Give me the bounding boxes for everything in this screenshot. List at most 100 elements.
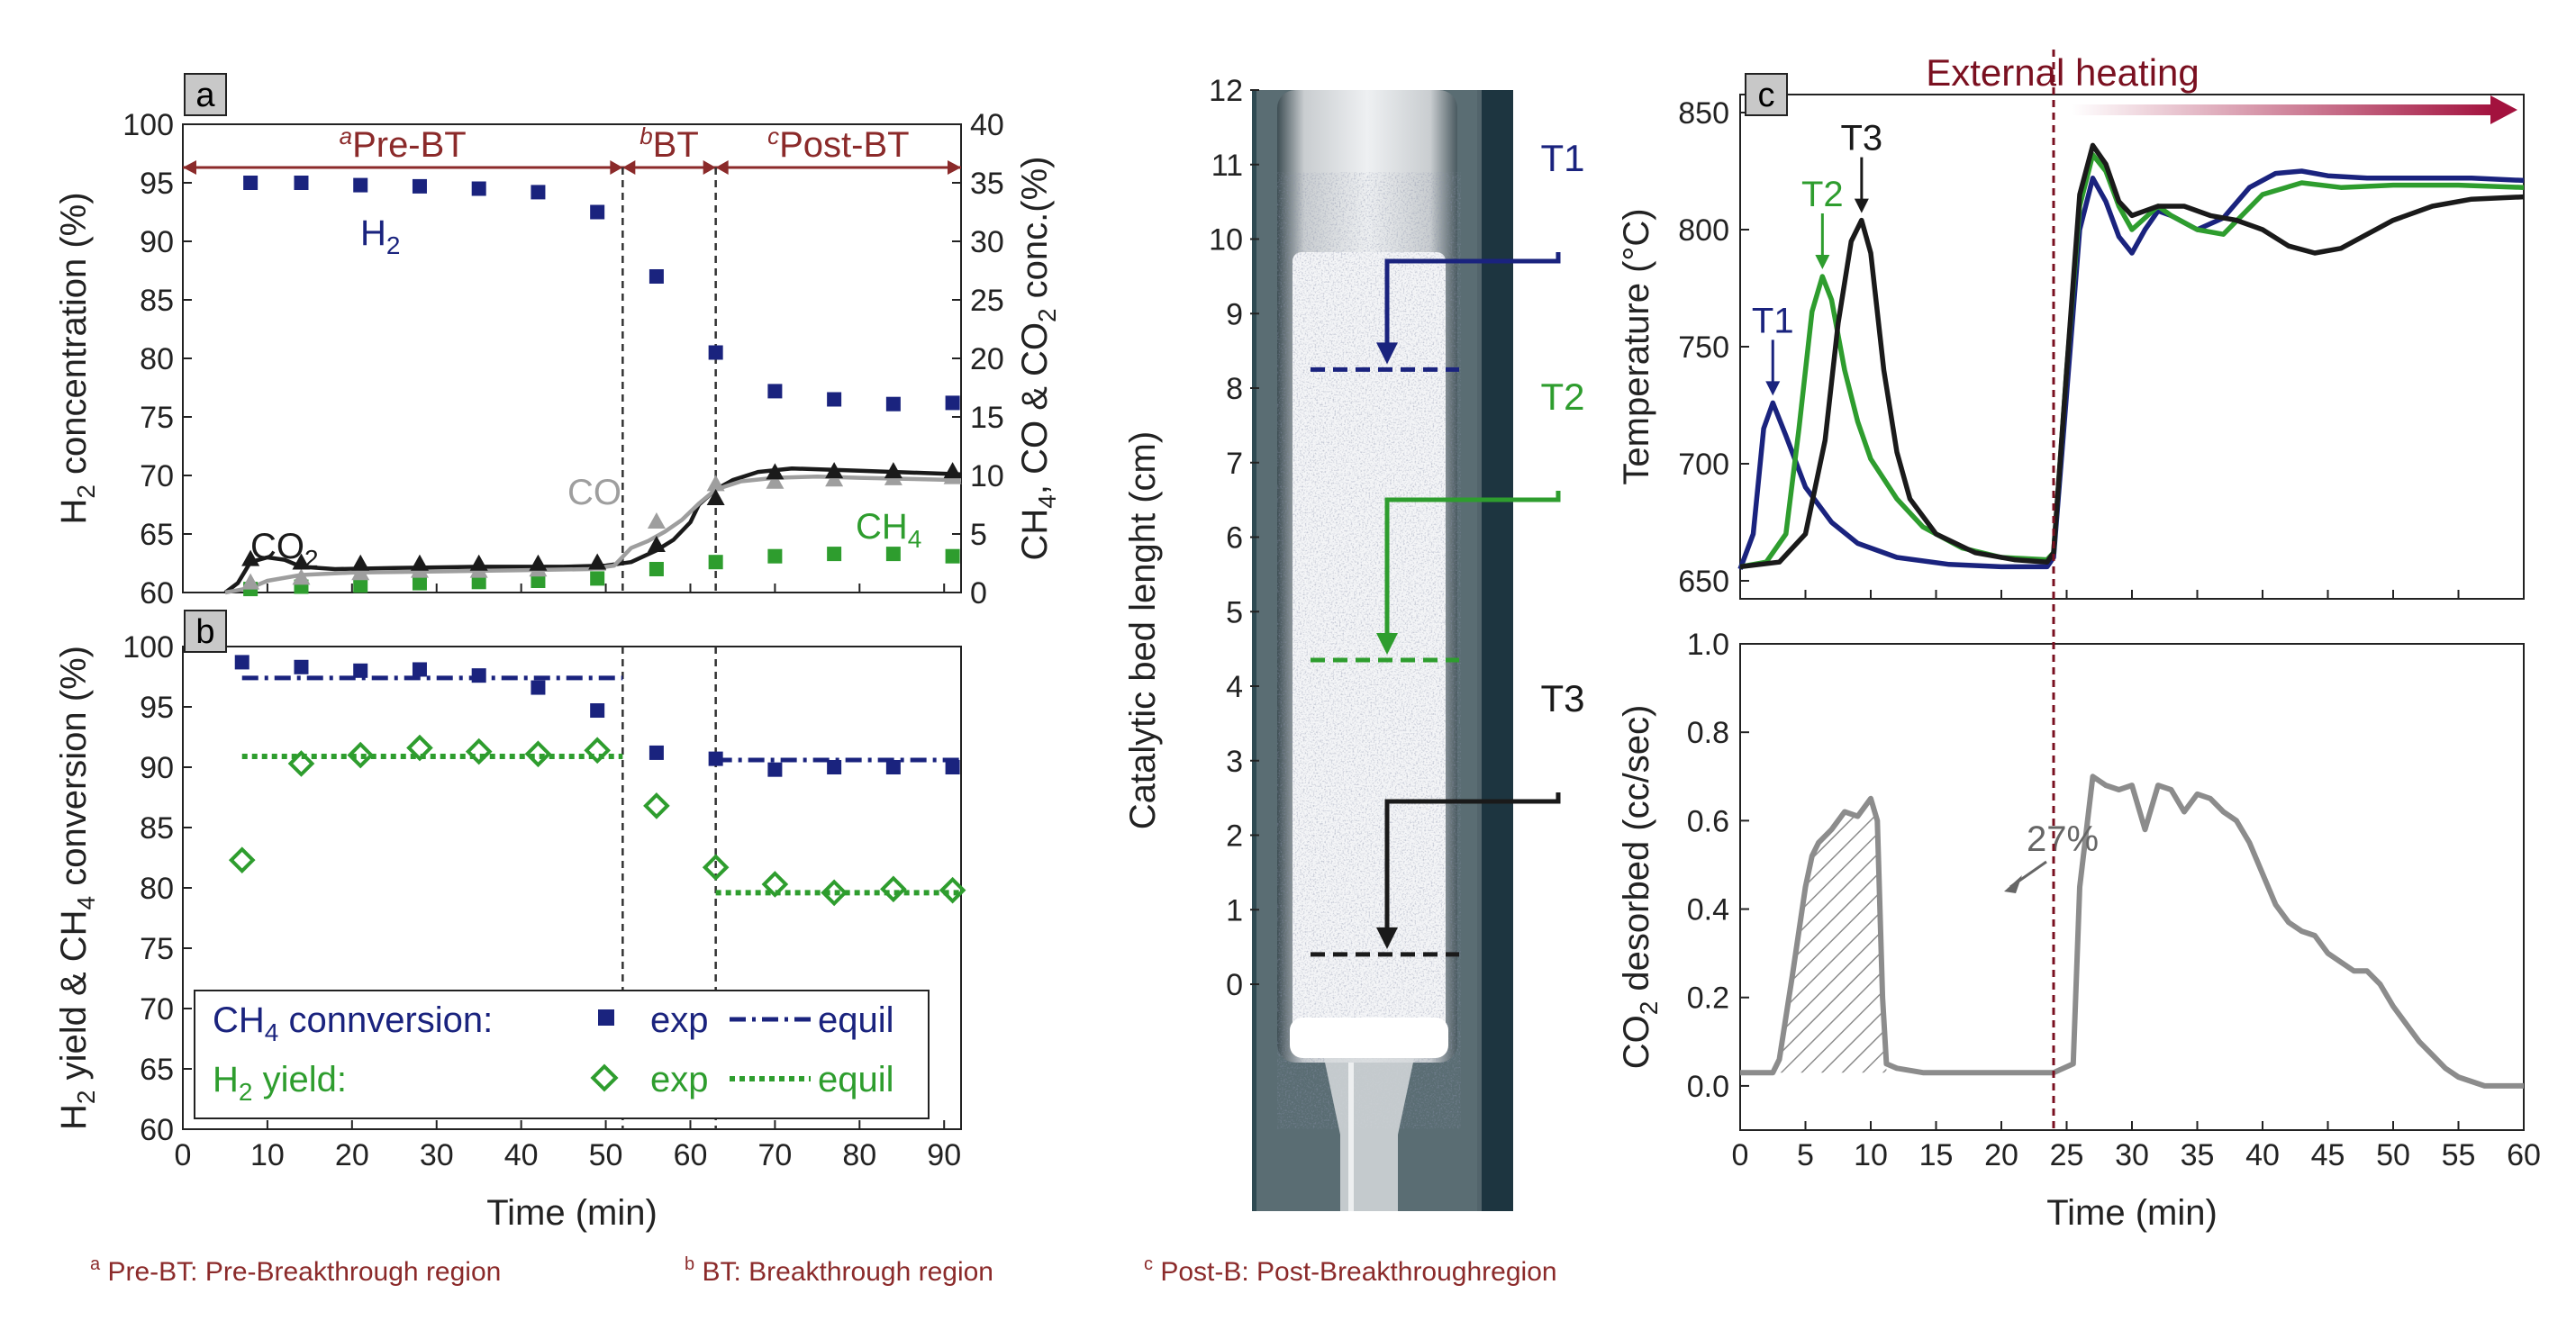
thermocouple-arrow-t1 bbox=[1384, 252, 1561, 348]
marker-ch4 bbox=[590, 571, 605, 586]
marker-h2-yield bbox=[939, 876, 966, 904]
panel-c-lower-xtick-label: 60 bbox=[2507, 1138, 2541, 1172]
marker-ch4-conversion bbox=[945, 760, 960, 774]
marker-h2 bbox=[412, 178, 427, 194]
series-label-co2: CO2 bbox=[250, 527, 319, 573]
marker-h2 bbox=[827, 392, 842, 407]
panel-a-label: a bbox=[195, 77, 215, 114]
panel-c: 650 700 750 800 850 T1 T2 T3 0.0 0.2 0.4 0.6 0.8 1.… bbox=[1617, 50, 2541, 1233]
photo-ytick-label: 0 bbox=[1226, 968, 1243, 1002]
panel-c-lower-ticks: 0.0 0.2 0.4 0.6 0.8 1.0 0 5 10 15 20 25 30 35 40 45 50 55… bbox=[1687, 628, 2541, 1172]
marker-co2 bbox=[469, 554, 488, 571]
panel-c-ytick-label: 800 bbox=[1678, 213, 1729, 248]
panel-c-lower-xtick-label: 20 bbox=[1984, 1138, 2018, 1172]
panel-b-xtick-label: 90 bbox=[927, 1138, 961, 1172]
marker-co2 bbox=[825, 462, 844, 479]
legend-h2-equil: equil bbox=[818, 1060, 894, 1099]
panel-b-ytick-label: 75 bbox=[140, 932, 174, 966]
panel-c-lower-ytick-label: 0.8 bbox=[1687, 716, 1729, 750]
panel-a-ytick-right-label: 40 bbox=[970, 108, 1004, 142]
marker-ch4 bbox=[708, 555, 723, 570]
legend-h2-diamond bbox=[590, 1063, 619, 1092]
photo-ylabel: Catalytic bed lenght (cm) bbox=[1123, 431, 1163, 829]
panel-a-fit-lines bbox=[223, 466, 962, 595]
footnote-a: a Pre-BT: Pre-Breakthrough region bbox=[90, 1254, 501, 1287]
panel-a-ytick-right-label: 0 bbox=[970, 576, 987, 611]
panel-a-ytick-left-label: 100 bbox=[122, 108, 174, 142]
panel-c-lower-xtick-label: 30 bbox=[2115, 1138, 2149, 1172]
panel-a-ytick-right-label: 25 bbox=[970, 284, 1004, 318]
marker-h2-yield bbox=[524, 740, 552, 768]
marker-co2 bbox=[943, 462, 962, 479]
peak-arrowhead-t3 bbox=[1854, 198, 1869, 213]
marker-co bbox=[825, 470, 844, 487]
marker-h2 bbox=[649, 269, 664, 284]
legend-ch4-exp: exp bbox=[650, 1000, 709, 1040]
panel-a-ytick-left-label: 85 bbox=[140, 284, 174, 318]
marker-co bbox=[292, 568, 311, 585]
panel-c-lower-xtick-label: 25 bbox=[2050, 1138, 2084, 1172]
panel-a-ytick-right-label: 35 bbox=[970, 167, 1004, 201]
panel-c-lower-xtick-label: 55 bbox=[2442, 1138, 2476, 1172]
marker-co2 bbox=[588, 553, 607, 570]
marker-h2-yield bbox=[347, 741, 375, 769]
panel-b-ytick-label: 95 bbox=[140, 691, 174, 725]
thermocouple-label-t2: T2 bbox=[1540, 375, 1584, 418]
region-arrowhead-left bbox=[183, 160, 196, 175]
panel-c-ticks: 650 700 750 800 850 bbox=[1678, 96, 2525, 599]
marker-h2 bbox=[590, 204, 605, 220]
panel-c-temperature-lines bbox=[1737, 142, 2525, 570]
panel-c-ytick-label: 850 bbox=[1678, 96, 1729, 131]
panel-c-ytick-label: 650 bbox=[1678, 565, 1729, 599]
panel-a-left-ticks: 60 65 70 75 80 85 90 95 100 bbox=[122, 108, 946, 611]
marker-ch4 bbox=[885, 547, 901, 562]
peak-label-t1: T1 bbox=[1752, 301, 1794, 340]
panel-b-ytick-label: 60 bbox=[140, 1113, 174, 1147]
marker-co bbox=[647, 512, 666, 529]
marker-ch4 bbox=[412, 575, 427, 591]
marker-co2 bbox=[292, 553, 311, 570]
peak-arrowhead-t1 bbox=[1765, 381, 1781, 396]
fit-line-co2-fit bbox=[223, 466, 962, 594]
panel-c-lower-xtick-label: 50 bbox=[2376, 1138, 2410, 1172]
marker-ch4-conversion bbox=[471, 668, 486, 683]
region-label: cPost-BT bbox=[767, 122, 909, 165]
panel-c-lower-ytick-label: 0.2 bbox=[1687, 982, 1729, 1016]
panel-a-ytick-right-label: 20 bbox=[970, 342, 1004, 376]
photo-ytick-label: 1 bbox=[1226, 893, 1243, 927]
marker-h2-yield bbox=[880, 875, 907, 903]
thermocouple-arrowhead-t1 bbox=[1376, 342, 1398, 365]
region-arrowhead bbox=[610, 160, 623, 175]
panel-c-lower-xtick-label: 45 bbox=[2311, 1138, 2345, 1172]
panel-b-xtick-label: 70 bbox=[757, 1138, 792, 1172]
panel-c-lower-xtick-label: 5 bbox=[1797, 1138, 1814, 1172]
footnote-c: c Post-B: Post-Breakthroughregion bbox=[1144, 1254, 1557, 1287]
panel-b-xtick-label: 30 bbox=[420, 1138, 454, 1172]
photo-ytick-label: 5 bbox=[1226, 595, 1243, 629]
marker-ch4 bbox=[649, 562, 664, 576]
panel-a-frame bbox=[182, 123, 962, 593]
panel-b-ylabel: H2 yield & CH4 conversion (%) bbox=[54, 646, 100, 1130]
quartz-wool bbox=[1290, 1018, 1448, 1058]
marker-h2 bbox=[294, 176, 309, 190]
panel-b-ytick-label: 85 bbox=[140, 811, 174, 846]
region-arrowhead bbox=[703, 160, 716, 175]
panel-c-lower-ytick-label: 1.0 bbox=[1687, 628, 1729, 662]
marker-ch4-conversion bbox=[649, 745, 664, 760]
legend-frame bbox=[194, 990, 930, 1119]
panel-b-ytick-label: 90 bbox=[140, 751, 174, 785]
marker-ch4-conversion bbox=[885, 760, 901, 774]
marker-ch4 bbox=[531, 574, 546, 588]
footnote-b: b BT: Breakthrough region bbox=[685, 1254, 993, 1287]
marker-ch4 bbox=[767, 548, 783, 564]
photo-ytick-label: 8 bbox=[1226, 372, 1243, 406]
panel-a-ytick-left-label: 65 bbox=[140, 518, 174, 552]
external-heating: External heating bbox=[1926, 50, 2517, 1130]
photo-ytick-label: 12 bbox=[1209, 74, 1243, 108]
panel-a-badge bbox=[184, 73, 227, 116]
panel-b-xtick-label: 50 bbox=[589, 1138, 623, 1172]
panel-b-xtick-label: 0 bbox=[175, 1138, 192, 1172]
marker-co bbox=[241, 573, 260, 590]
panel-b-xtick-label: 10 bbox=[250, 1138, 285, 1172]
